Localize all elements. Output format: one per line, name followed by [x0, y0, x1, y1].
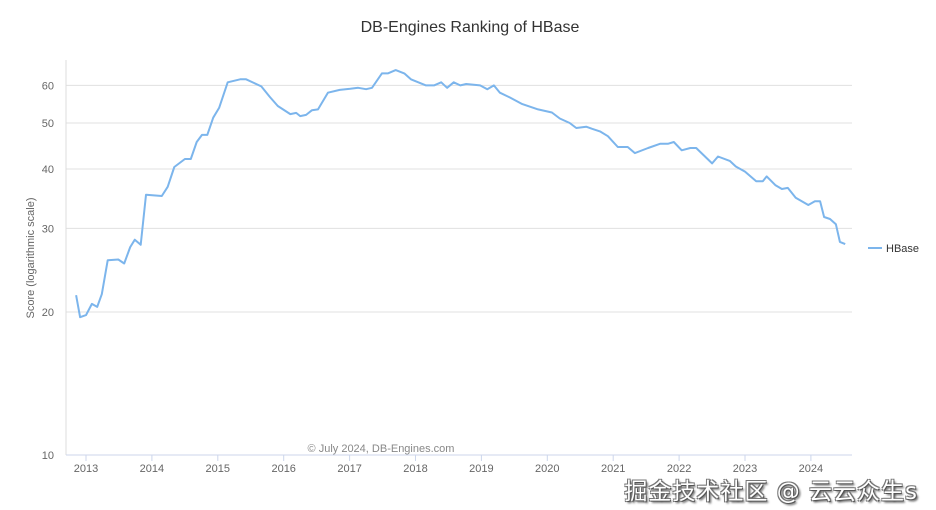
series-group — [75, 69, 846, 319]
x-tick-label: 2024 — [799, 463, 823, 475]
x-axis: 2013 2014 2015 2016 2017 2018 2019 2020 2021 2022… — [66, 454, 852, 475]
series-line-hbase — [75, 69, 846, 319]
credit-text: © July 2024, DB-Engines.com — [308, 443, 455, 455]
x-tick-label: 2013 — [74, 463, 98, 475]
x-tick-label: 2015 — [206, 463, 230, 475]
x-tick-label: 2020 — [535, 463, 559, 475]
y-tick-label: 40 — [42, 164, 54, 176]
y-tick-label: 60 — [42, 80, 54, 92]
y-tick-label: 50 — [42, 118, 54, 130]
x-tick-label: 2017 — [337, 463, 361, 475]
y-tick-label: 20 — [42, 307, 54, 319]
x-tick-label: 2016 — [271, 463, 295, 475]
x-tick-label: 2018 — [403, 463, 427, 475]
legend-label: HBase — [886, 243, 919, 255]
y-axis: 10 20 30 40 50 60 — [42, 80, 54, 462]
y-axis-title: Score (logarithmic scale) — [25, 197, 37, 318]
x-tick-label: 2023 — [733, 463, 757, 475]
legend-item-hbase[interactable]: HBase — [868, 243, 919, 255]
watermark: 掘金技术社区 @ 云云众生s — [624, 479, 918, 505]
y-tick-label: 30 — [42, 223, 54, 235]
x-tick-label: 2022 — [667, 463, 691, 475]
x-tick-label: 2021 — [601, 463, 625, 475]
y-tick-label: 10 — [42, 450, 54, 462]
x-tick-label: 2019 — [469, 463, 493, 475]
grid — [65, 60, 852, 456]
chart-title: DB-Engines Ranking of HBase — [361, 19, 580, 36]
x-tick-label: 2014 — [140, 463, 164, 475]
